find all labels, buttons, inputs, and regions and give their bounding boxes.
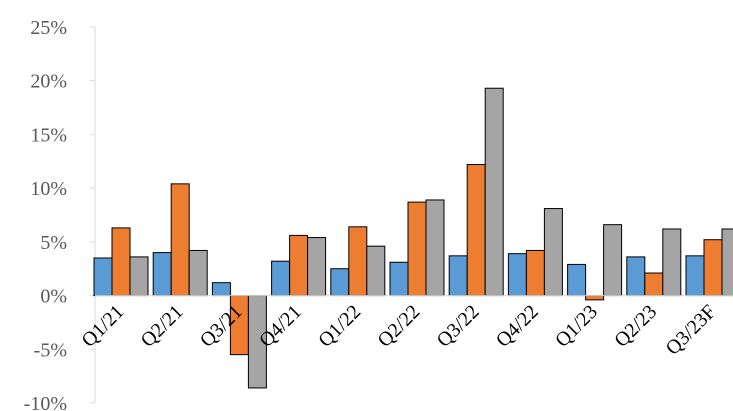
bar-q4-22-series-1 [507, 253, 527, 297]
bar-q1-22-series-1 [330, 268, 350, 297]
bar-q3-22-series-3 [484, 87, 504, 297]
bar-q3-22-series-2 [466, 164, 486, 297]
bar-q2-23-series-3 [662, 228, 682, 297]
bar-q4-22-series-2 [525, 249, 545, 297]
bar-q4-22-series-3 [543, 208, 563, 297]
bar-q3-23f-series-3 [721, 228, 733, 297]
bar-q1-23-series-1 [567, 263, 587, 297]
bar-q1-23-series-2 [585, 295, 605, 301]
x-category-label: Q2/21 [137, 301, 188, 352]
bars-group [93, 87, 733, 389]
y-tick-label: -5% [34, 339, 67, 361]
bar-q3-23f-series-1 [685, 255, 705, 297]
x-category-label: Q2/22 [373, 301, 424, 352]
y-tick-label: 0% [40, 286, 67, 308]
bar-q1-23-series-3 [603, 224, 623, 297]
bar-q1-21-series-2 [111, 227, 131, 297]
bar-q3-21-series-1 [211, 282, 231, 297]
bar-q2-21-series-1 [152, 252, 172, 297]
bar-q2-21-series-2 [170, 183, 190, 297]
x-category-label: Q2/23 [610, 301, 661, 352]
bar-q1-22-series-3 [366, 245, 386, 297]
bar-q3-22-series-1 [448, 255, 468, 297]
bar-q4-21-series-1 [271, 260, 291, 297]
y-tick-label: 25% [30, 17, 67, 39]
x-category-label: Q3/22 [433, 301, 484, 352]
bar-q1-21-series-3 [129, 256, 149, 297]
y-axis: 25% 20% 15% 10% 5% 0% -5% -10% [24, 17, 96, 411]
x-category-label: Q1/22 [314, 301, 365, 352]
category-labels: Q1/21 Q2/21 Q3/21 Q4/21 Q1/22 Q2/22 Q3/22 Q4/22… [77, 301, 720, 360]
x-category-label: Q1/21 [77, 301, 128, 352]
bar-q4-21-series-2 [289, 234, 309, 297]
bar-q2-23-series-1 [626, 256, 646, 297]
x-category-label: Q3/23F [662, 301, 721, 360]
x-category-label: Q4/22 [492, 301, 543, 352]
y-tick-label: -10% [24, 393, 67, 411]
bar-q2-22-series-2 [407, 201, 427, 297]
bar-q3-23f-series-2 [703, 239, 723, 297]
bar-q1-21-series-1 [93, 257, 113, 297]
bar-q2-22-series-1 [389, 261, 409, 297]
x-category-label: Q1/23 [551, 301, 602, 352]
y-tick-label: 15% [30, 124, 67, 146]
y-tick-label: 5% [40, 232, 67, 254]
bar-q4-21-series-3 [307, 237, 327, 297]
y-tick-label: 20% [30, 71, 67, 93]
bar-q2-22-series-3 [425, 199, 445, 297]
bar-q1-22-series-2 [348, 226, 368, 297]
bar-q2-23-series-2 [644, 272, 664, 297]
bar-q2-21-series-3 [188, 249, 208, 297]
y-tick-label: 10% [30, 178, 67, 200]
